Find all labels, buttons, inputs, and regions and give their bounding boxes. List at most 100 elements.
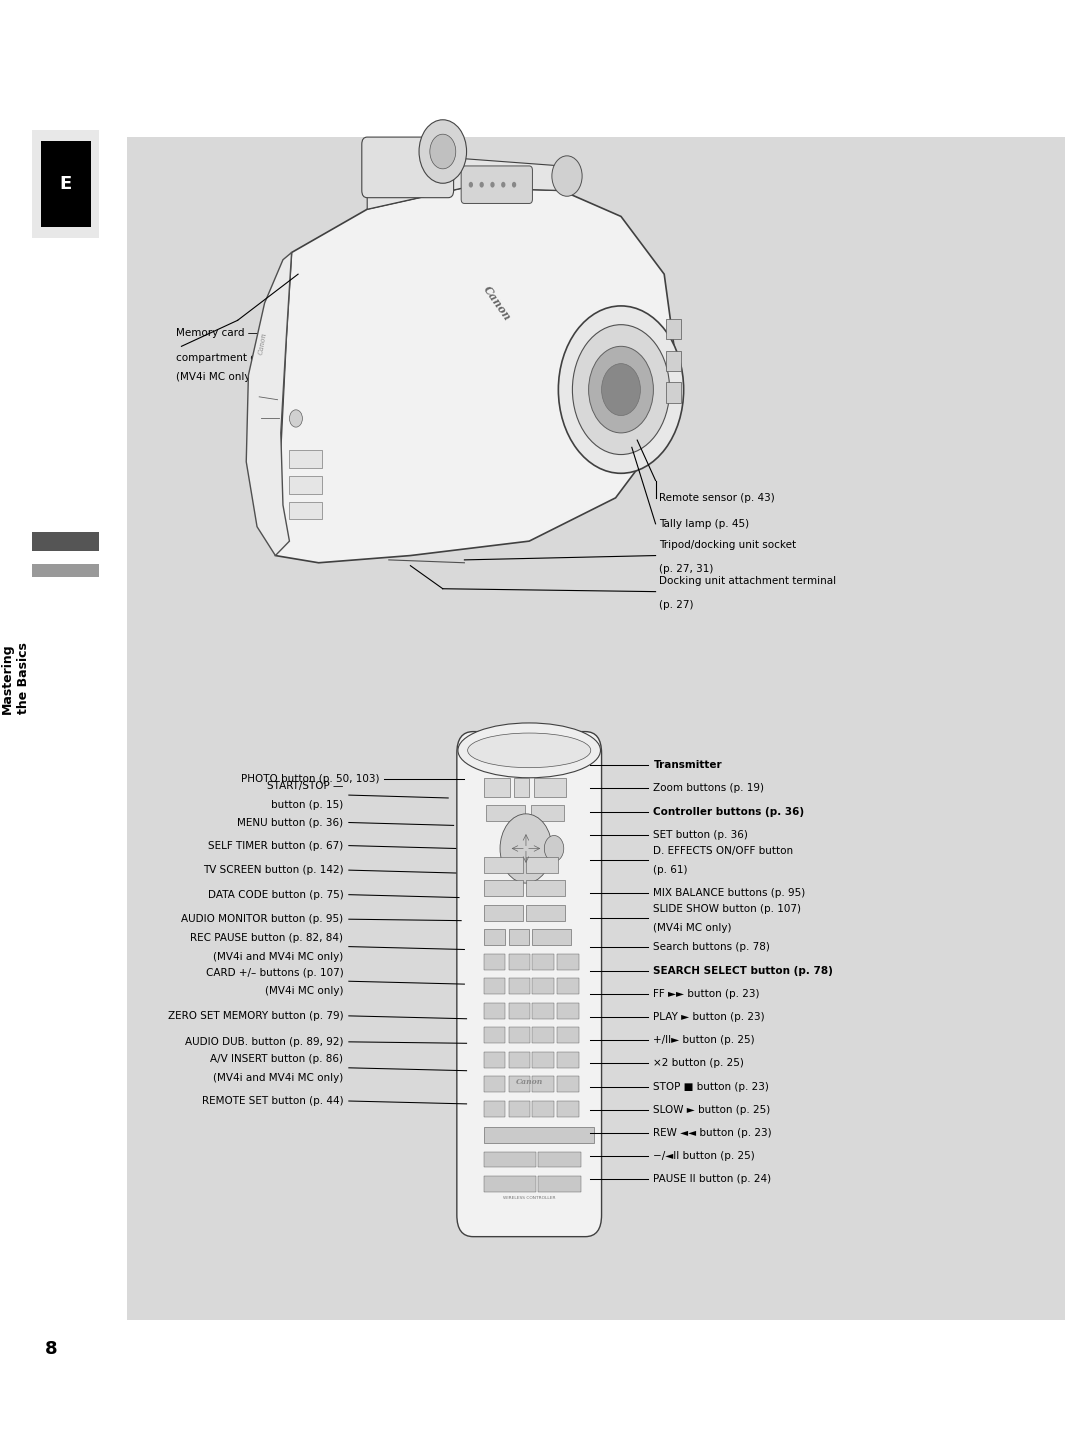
Text: Tripod/docking unit socket: Tripod/docking unit socket xyxy=(659,540,796,550)
Text: TV SCREEN button (p. 142): TV SCREEN button (p. 142) xyxy=(203,866,343,874)
Text: SELF TIMER button (p. 67): SELF TIMER button (p. 67) xyxy=(208,841,343,850)
Text: 8: 8 xyxy=(45,1341,58,1358)
Bar xyxy=(509,1076,530,1092)
Text: Remote sensor (p. 43): Remote sensor (p. 43) xyxy=(659,494,774,502)
Text: AUDIO MONITOR button (p. 95): AUDIO MONITOR button (p. 95) xyxy=(181,915,343,924)
Circle shape xyxy=(500,814,552,883)
Text: ZERO SET MEMORY button (p. 79): ZERO SET MEMORY button (p. 79) xyxy=(167,1012,343,1020)
Text: MIX BALANCE buttons (p. 95): MIX BALANCE buttons (p. 95) xyxy=(653,889,806,898)
Circle shape xyxy=(552,156,582,196)
Bar xyxy=(484,1152,536,1167)
Circle shape xyxy=(469,182,473,188)
Text: Search buttons (p. 78): Search buttons (p. 78) xyxy=(653,942,770,951)
Bar xyxy=(557,954,579,970)
Bar xyxy=(532,978,554,994)
Bar xyxy=(531,805,564,821)
Circle shape xyxy=(544,835,564,861)
Bar xyxy=(509,1052,530,1068)
Bar xyxy=(484,929,505,945)
Bar xyxy=(532,1101,554,1117)
Bar xyxy=(32,130,99,238)
Text: FF ►► button (p. 23): FF ►► button (p. 23) xyxy=(653,990,760,999)
Bar xyxy=(509,954,530,970)
Circle shape xyxy=(430,134,456,169)
Bar xyxy=(484,778,510,797)
Bar xyxy=(532,1027,554,1043)
Text: CARD +/– buttons (p. 107): CARD +/– buttons (p. 107) xyxy=(205,968,343,977)
Bar xyxy=(484,857,523,873)
Ellipse shape xyxy=(468,733,591,768)
Circle shape xyxy=(558,306,684,473)
Bar xyxy=(557,1052,579,1068)
Polygon shape xyxy=(246,253,292,556)
Text: Canon: Canon xyxy=(515,1078,543,1087)
Text: START/STOP —: START/STOP — xyxy=(267,782,343,791)
Circle shape xyxy=(419,120,467,183)
Bar xyxy=(509,978,530,994)
Bar xyxy=(557,1076,579,1092)
Bar xyxy=(526,880,565,896)
Bar xyxy=(41,141,91,227)
Bar xyxy=(32,532,99,551)
FancyBboxPatch shape xyxy=(362,137,454,198)
Circle shape xyxy=(589,346,653,433)
Bar xyxy=(484,1176,536,1192)
Text: (MV4i and MV4i MC only): (MV4i and MV4i MC only) xyxy=(213,1074,343,1082)
Text: DATA CODE button (p. 75): DATA CODE button (p. 75) xyxy=(207,890,343,899)
Circle shape xyxy=(490,182,495,188)
Text: REMOTE SET button (p. 44): REMOTE SET button (p. 44) xyxy=(202,1097,343,1105)
Text: SLIDE SHOW button (p. 107): SLIDE SHOW button (p. 107) xyxy=(653,905,801,913)
Bar xyxy=(32,564,99,577)
Bar xyxy=(514,778,529,797)
Bar xyxy=(484,1003,505,1019)
Circle shape xyxy=(602,364,640,416)
Bar xyxy=(526,857,558,873)
Text: MENU button (p. 36): MENU button (p. 36) xyxy=(238,818,343,827)
Bar xyxy=(538,1176,581,1192)
Circle shape xyxy=(480,182,484,188)
Text: ×2 button (p. 25): ×2 button (p. 25) xyxy=(653,1059,744,1068)
Circle shape xyxy=(572,325,670,455)
Text: SET button (p. 36): SET button (p. 36) xyxy=(653,831,748,840)
Text: (p. 27, 31): (p. 27, 31) xyxy=(659,564,713,573)
Bar xyxy=(484,880,523,896)
Ellipse shape xyxy=(458,723,600,778)
Text: (MV4i MC only): (MV4i MC only) xyxy=(265,987,343,996)
Circle shape xyxy=(501,182,505,188)
Bar xyxy=(484,954,505,970)
Text: WIRELESS CONTROLLER: WIRELESS CONTROLLER xyxy=(503,1196,555,1199)
Bar xyxy=(532,929,571,945)
Bar xyxy=(557,978,579,994)
Bar xyxy=(534,778,566,797)
Text: REC PAUSE button (p. 82, 84): REC PAUSE button (p. 82, 84) xyxy=(190,934,343,942)
Text: (MV4i and MV4i MC only): (MV4i and MV4i MC only) xyxy=(213,952,343,961)
Text: button (p. 15): button (p. 15) xyxy=(271,801,343,810)
Text: A/V INSERT button (p. 86): A/V INSERT button (p. 86) xyxy=(211,1055,343,1063)
Bar xyxy=(666,319,681,339)
Bar xyxy=(557,1101,579,1117)
Bar xyxy=(127,137,1065,1320)
Bar xyxy=(484,1052,505,1068)
Text: Tally lamp (p. 45): Tally lamp (p. 45) xyxy=(659,519,748,528)
Text: PAUSE II button (p. 24): PAUSE II button (p. 24) xyxy=(653,1175,771,1183)
Bar xyxy=(484,1076,505,1092)
Text: Transmitter: Transmitter xyxy=(653,760,723,769)
Text: Zoom buttons (p. 19): Zoom buttons (p. 19) xyxy=(653,784,765,792)
Bar xyxy=(484,1101,505,1117)
Circle shape xyxy=(512,182,516,188)
Text: E: E xyxy=(59,175,72,193)
Text: (MV4i MC only): (MV4i MC only) xyxy=(653,924,732,932)
Text: −/◄II button (p. 25): −/◄II button (p. 25) xyxy=(653,1152,755,1160)
Bar xyxy=(509,929,529,945)
Bar xyxy=(532,1076,554,1092)
Bar xyxy=(532,954,554,970)
Bar xyxy=(289,450,322,468)
Bar xyxy=(666,351,681,371)
Text: Mastering
the Basics: Mastering the Basics xyxy=(1,642,29,714)
Text: SEARCH SELECT button (p. 78): SEARCH SELECT button (p. 78) xyxy=(653,967,834,975)
Text: PHOTO button (p. 50, 103): PHOTO button (p. 50, 103) xyxy=(241,775,379,784)
Text: Docking unit attachment terminal: Docking unit attachment terminal xyxy=(659,576,836,586)
Text: Controller buttons (p. 36): Controller buttons (p. 36) xyxy=(653,808,805,817)
Bar xyxy=(484,978,505,994)
Text: Canon: Canon xyxy=(257,332,268,355)
